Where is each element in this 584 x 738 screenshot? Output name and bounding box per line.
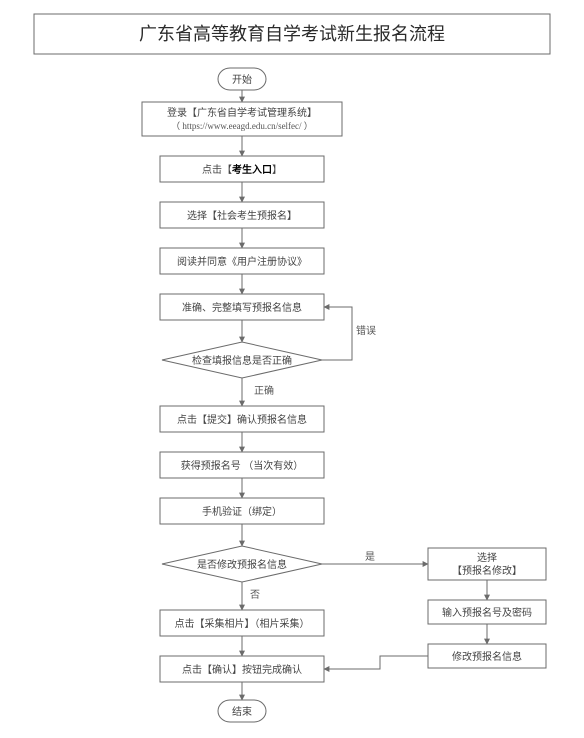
node-select-pre: 选择【社会考生预报名】 — [160, 202, 324, 228]
svg-text:是否修改预报名信息: 是否修改预报名信息 — [197, 558, 287, 571]
edge-check-fill-loop — [322, 307, 352, 360]
label-no: 否 — [250, 589, 260, 601]
node-do-modify: 修改预报名信息 — [428, 644, 546, 668]
node-modify-q: 是否修改预报名信息 — [162, 546, 322, 582]
node-submit: 点击【提交】确认预报名信息 — [160, 406, 324, 432]
svg-text:选择: 选择 — [477, 551, 497, 564]
svg-text:（ https://www.eeagd.edu.cn/sel: （ https://www.eeagd.edu.cn/selfec/ ） — [171, 121, 313, 131]
node-confirm: 点击【确认】按钮完成确认 — [160, 656, 324, 682]
svg-text:登录【广东省自学考试管理系统】: 登录【广东省自学考试管理系统】 — [167, 106, 317, 119]
svg-text:选择【社会考生预报名】: 选择【社会考生预报名】 — [187, 209, 297, 222]
svg-text:获得预报名号 （当次有效）: 获得预报名号 （当次有效） — [181, 459, 304, 472]
node-click-entry: 点击【考生入口】 — [160, 156, 324, 182]
flowchart-canvas: 广东省高等教育自学考试新生报名流程 开始 登录【广东省自学考试管理系统】 （ h… — [0, 0, 584, 738]
page-title: 广东省高等教育自学考试新生报名流程 — [139, 24, 445, 44]
svg-text:点击【确认】按钮完成确认: 点击【确认】按钮完成确认 — [182, 663, 302, 676]
node-fill: 准确、完整填写预报名信息 — [160, 294, 324, 320]
node-start: 开始 — [218, 68, 266, 90]
svg-text:检查填报信息是否正确: 检查填报信息是否正确 — [192, 354, 292, 367]
svg-text:开始: 开始 — [232, 73, 252, 86]
svg-text:点击【提交】确认预报名信息: 点击【提交】确认预报名信息 — [177, 413, 307, 426]
svg-text:结束: 结束 — [232, 705, 252, 718]
svg-text:准确、完整填写预报名信息: 准确、完整填写预报名信息 — [182, 301, 302, 314]
edge-domodify-confirm — [324, 656, 428, 669]
node-check: 检查填报信息是否正确 — [162, 342, 322, 378]
node-sel-modify: 选择 【预报名修改】 — [428, 548, 546, 580]
svg-text:点击【考生入口】: 点击【考生入口】 — [202, 163, 282, 176]
svg-text:修改预报名信息: 修改预报名信息 — [452, 650, 522, 663]
svg-text:点击【采集相片】（相片采集）: 点击【采集相片】（相片采集） — [175, 617, 310, 630]
node-get-num: 获得预报名号 （当次有效） — [160, 452, 324, 478]
label-error: 错误 — [356, 324, 376, 337]
svg-text:【预报名修改】: 【预报名修改】 — [452, 564, 522, 577]
label-correct: 正确 — [254, 384, 274, 397]
node-collect: 点击【采集相片】（相片采集） — [160, 610, 324, 636]
node-login: 登录【广东省自学考试管理系统】 （ https://www.eeagd.edu.… — [142, 102, 342, 136]
svg-text:输入预报名号及密码: 输入预报名号及密码 — [442, 606, 532, 619]
node-phone: 手机验证（绑定） — [160, 498, 324, 524]
svg-text:手机验证（绑定）: 手机验证（绑定） — [202, 505, 282, 518]
node-enter-pw: 输入预报名号及密码 — [428, 600, 546, 624]
label-yes: 是 — [365, 551, 375, 563]
node-agree: 阅读并同意《用户注册协议》 — [160, 248, 324, 274]
svg-text:阅读并同意《用户注册协议》: 阅读并同意《用户注册协议》 — [177, 255, 307, 268]
node-end: 结束 — [218, 700, 266, 722]
